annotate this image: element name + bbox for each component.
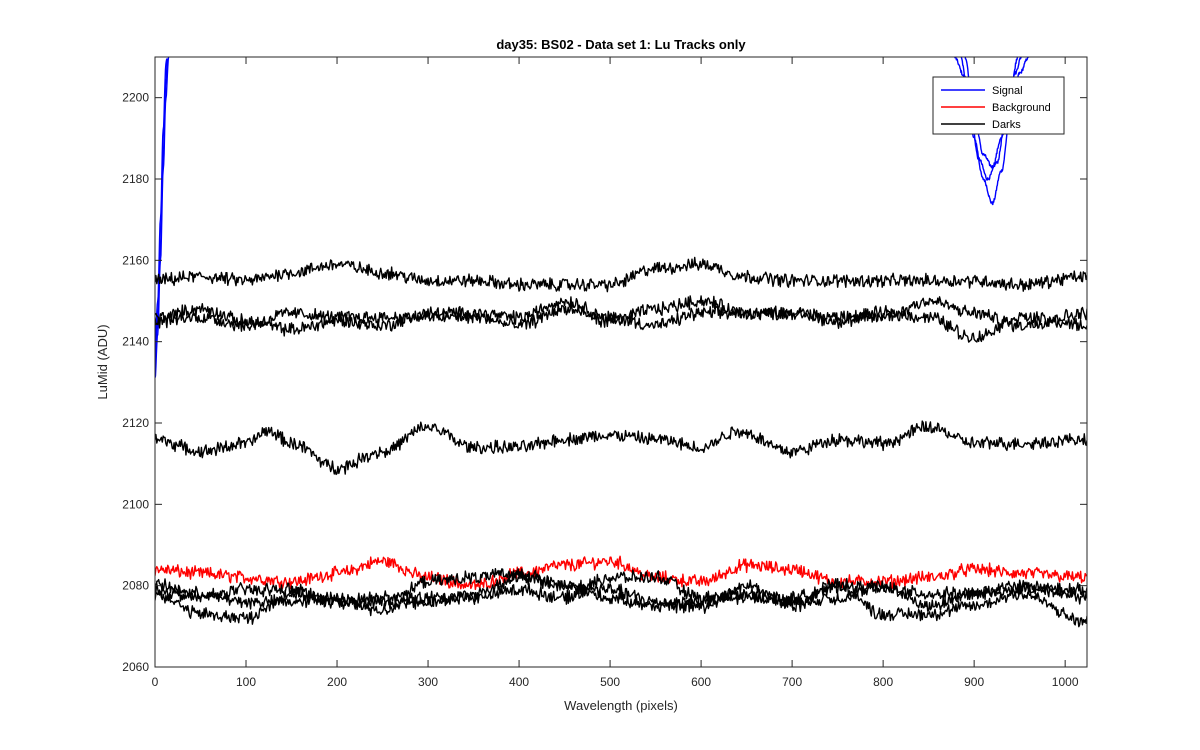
x-axis-ticks: 0 100 200 300 400 500 600 700 800 900 1000: [152, 57, 1079, 689]
x-tick-label: 900: [964, 675, 984, 689]
x-tick-label: 300: [418, 675, 438, 689]
y-tick-label: 2100: [122, 497, 149, 511]
x-tick-label: 1000: [1052, 675, 1079, 689]
x-tick-label: 500: [600, 675, 620, 689]
y-axis-ticks: 2060 2080 2100 2120 2140 2160 2180 2200: [122, 91, 1087, 674]
x-tick-label: 400: [509, 675, 529, 689]
series-line-darks-1: [155, 256, 1087, 293]
x-tick-label: 0: [152, 675, 159, 689]
legend-label-background: Background: [992, 102, 1051, 114]
x-tick-label: 700: [782, 675, 802, 689]
x-tick-label: 100: [236, 675, 256, 689]
axes-box: [154, 56, 1088, 668]
series-line-darks-6: [155, 569, 1087, 612]
x-axis-label: Wavelength (pixels): [564, 698, 678, 713]
series-line-darks-2: [155, 296, 1087, 337]
y-tick-label: 2180: [122, 172, 149, 186]
y-tick-label: 2160: [122, 253, 149, 267]
x-tick-label: 600: [691, 675, 711, 689]
series-line-signal-3: [155, 58, 168, 343]
series-line-darks-4: [155, 420, 1087, 476]
legend-label-darks: Darks: [992, 119, 1021, 131]
series-line-background-1: [155, 555, 1087, 591]
y-axis-label: LuMid (ADU): [95, 324, 110, 399]
y-tick-label: 2060: [122, 660, 149, 674]
chart-title: day35: BS02 - Data set 1: Lu Tracks only: [496, 37, 746, 52]
legend: Signal Background Darks: [932, 76, 1065, 135]
y-tick-label: 2080: [122, 579, 149, 593]
y-tick-label: 2140: [122, 335, 149, 349]
axes-frame: [154, 56, 1088, 668]
y-tick-label: 2120: [122, 416, 149, 430]
series-line-darks-7: [155, 568, 1087, 628]
x-tick-label: 800: [873, 675, 893, 689]
x-tick-label: 200: [327, 675, 347, 689]
legend-label-signal: Signal: [992, 85, 1023, 97]
series-line-darks-3: [155, 295, 1087, 343]
y-tick-label: 2200: [122, 91, 149, 105]
